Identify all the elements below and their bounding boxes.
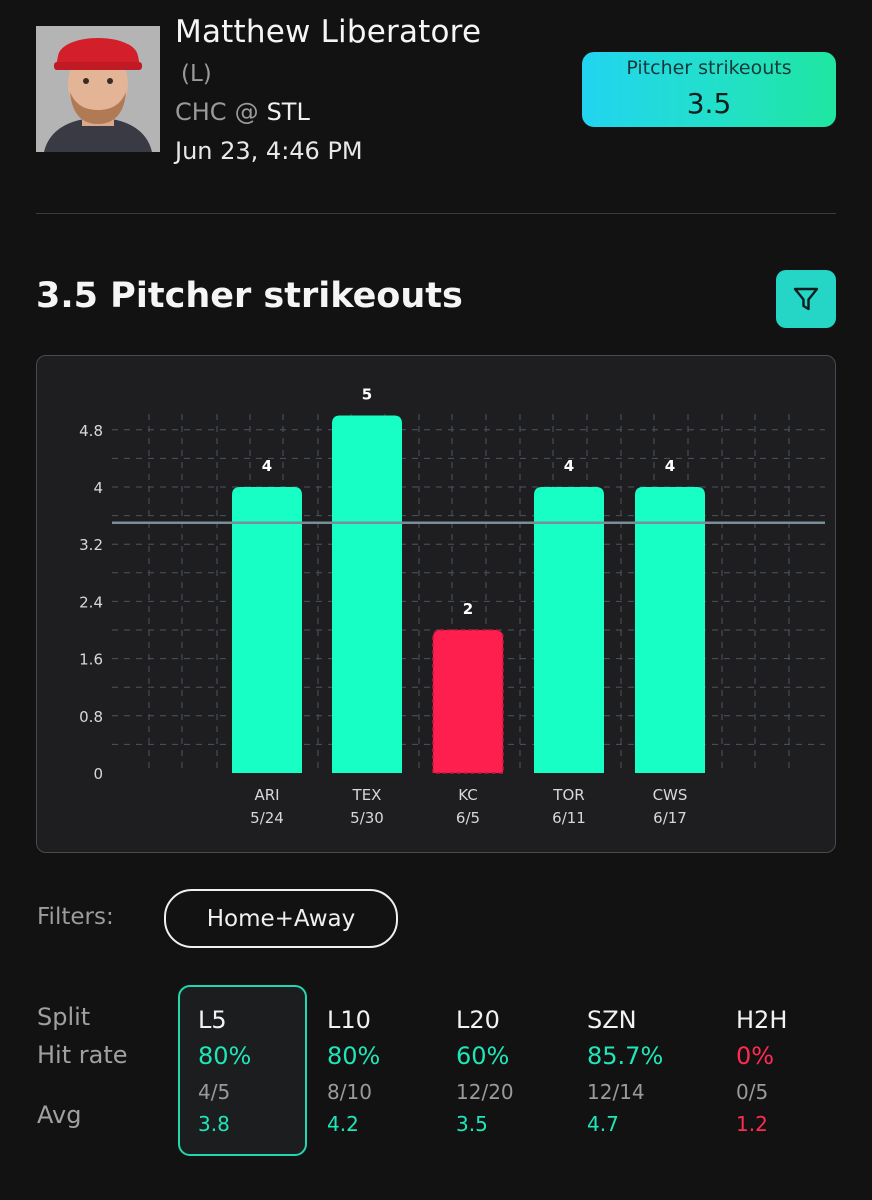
- split-average: 1.2: [736, 1112, 768, 1136]
- bar-value-label: 2: [463, 600, 473, 618]
- x-category-label: KC: [458, 786, 478, 804]
- chart-canvas: 0 0.8 1.6 2.4 3.2 4 4.8 4 ARI 5/24 5 TEX 5/30 2 KC 6/5 4…: [79, 386, 825, 827]
- filter-button[interactable]: [776, 270, 836, 328]
- throwing-hand: (L): [181, 61, 212, 87]
- x-category-label: ARI: [254, 786, 279, 804]
- split-period-label: L20: [456, 1006, 500, 1034]
- split-period-label: L10: [327, 1006, 371, 1034]
- header-divider: [36, 213, 836, 214]
- x-category-label: TEX: [352, 786, 382, 804]
- x-category-label: TOR: [552, 786, 584, 804]
- bar-value-label: 4: [262, 457, 272, 475]
- y-tick-label: 4: [93, 479, 103, 497]
- avg-row-label: Avg: [37, 1101, 82, 1129]
- prop-line-value: 3.5: [686, 87, 732, 120]
- split-hit-count: 12/20: [456, 1080, 514, 1104]
- bar-kc: [433, 630, 503, 773]
- bar-value-label: 5: [362, 386, 372, 404]
- player-name: Matthew Liberatore: [175, 14, 482, 50]
- x-date-label: 5/24: [250, 809, 284, 827]
- split-hit-count: 0/5: [736, 1080, 769, 1104]
- selected-split-highlight: [178, 985, 307, 1156]
- bar-ari: [232, 487, 302, 773]
- y-tick-label: 3.2: [79, 536, 103, 554]
- bar-value-label: 4: [665, 457, 675, 475]
- split-hit-rate: 60%: [456, 1042, 510, 1070]
- x-date-label: 6/11: [552, 809, 586, 827]
- funnel-icon: [793, 287, 819, 311]
- away-team: CHC: [175, 98, 227, 126]
- filter-chip-label: Home+Away: [206, 905, 356, 932]
- prop-line-badge[interactable]: Pitcher strikeouts 3.5: [582, 52, 836, 127]
- split-hit-count: 4/5: [198, 1080, 231, 1104]
- split-period-label: L5: [198, 1006, 227, 1034]
- home-team: STL: [266, 98, 310, 126]
- split-hit-rate: 80%: [327, 1042, 381, 1070]
- split-period-label: SZN: [587, 1006, 637, 1034]
- filter-chip-home-away[interactable]: Home+Away: [164, 889, 398, 948]
- strikeout-chart: 0 0.8 1.6 2.4 3.2 4 4.8 4 ARI 5/24 5 TEX 5/30 2 KC 6/5 4…: [36, 355, 836, 853]
- split-hit-count: 12/14: [587, 1080, 645, 1104]
- at-symbol: @: [234, 98, 259, 126]
- bar-value-label: 4: [564, 457, 574, 475]
- x-date-label: 6/5: [456, 809, 480, 827]
- split-average: 4.2: [327, 1112, 359, 1136]
- split-period-label: H2H: [736, 1006, 788, 1034]
- split-average: 3.8: [198, 1112, 230, 1136]
- split-hit-rate: 0%: [736, 1042, 775, 1070]
- split-average: 4.7: [587, 1112, 619, 1136]
- split-hit-rate: 85.7%: [587, 1042, 664, 1070]
- y-tick-label: 1.6: [79, 651, 103, 669]
- y-tick-label: 2.4: [79, 593, 103, 611]
- x-date-label: 6/17: [653, 809, 687, 827]
- y-tick-label: 0.8: [79, 708, 103, 726]
- bar-cws: [635, 487, 705, 773]
- bar-tex: [332, 415, 402, 773]
- split-row-label: Split: [37, 1003, 91, 1031]
- y-tick-label: 4.8: [79, 422, 103, 440]
- x-category-label: CWS: [653, 786, 688, 804]
- player-photo: [36, 26, 160, 152]
- matchup: CHC @ STL: [175, 98, 310, 126]
- section-title: 3.5 Pitcher strikeouts: [36, 276, 463, 316]
- hit-rate-row-label: Hit rate: [37, 1041, 128, 1069]
- split-average: 3.5: [456, 1112, 488, 1136]
- y-tick-label: 0: [93, 765, 103, 783]
- split-hit-count: 8/10: [327, 1080, 372, 1104]
- bar-tor: [534, 487, 604, 773]
- game-time: Jun 23, 4:46 PM: [175, 137, 363, 165]
- x-date-label: 5/30: [350, 809, 384, 827]
- bar-outline-dashed: [432, 629, 504, 774]
- prop-label: Pitcher strikeouts: [626, 57, 792, 79]
- filters-label: Filters:: [37, 904, 114, 930]
- split-hit-rate: 80%: [198, 1042, 252, 1070]
